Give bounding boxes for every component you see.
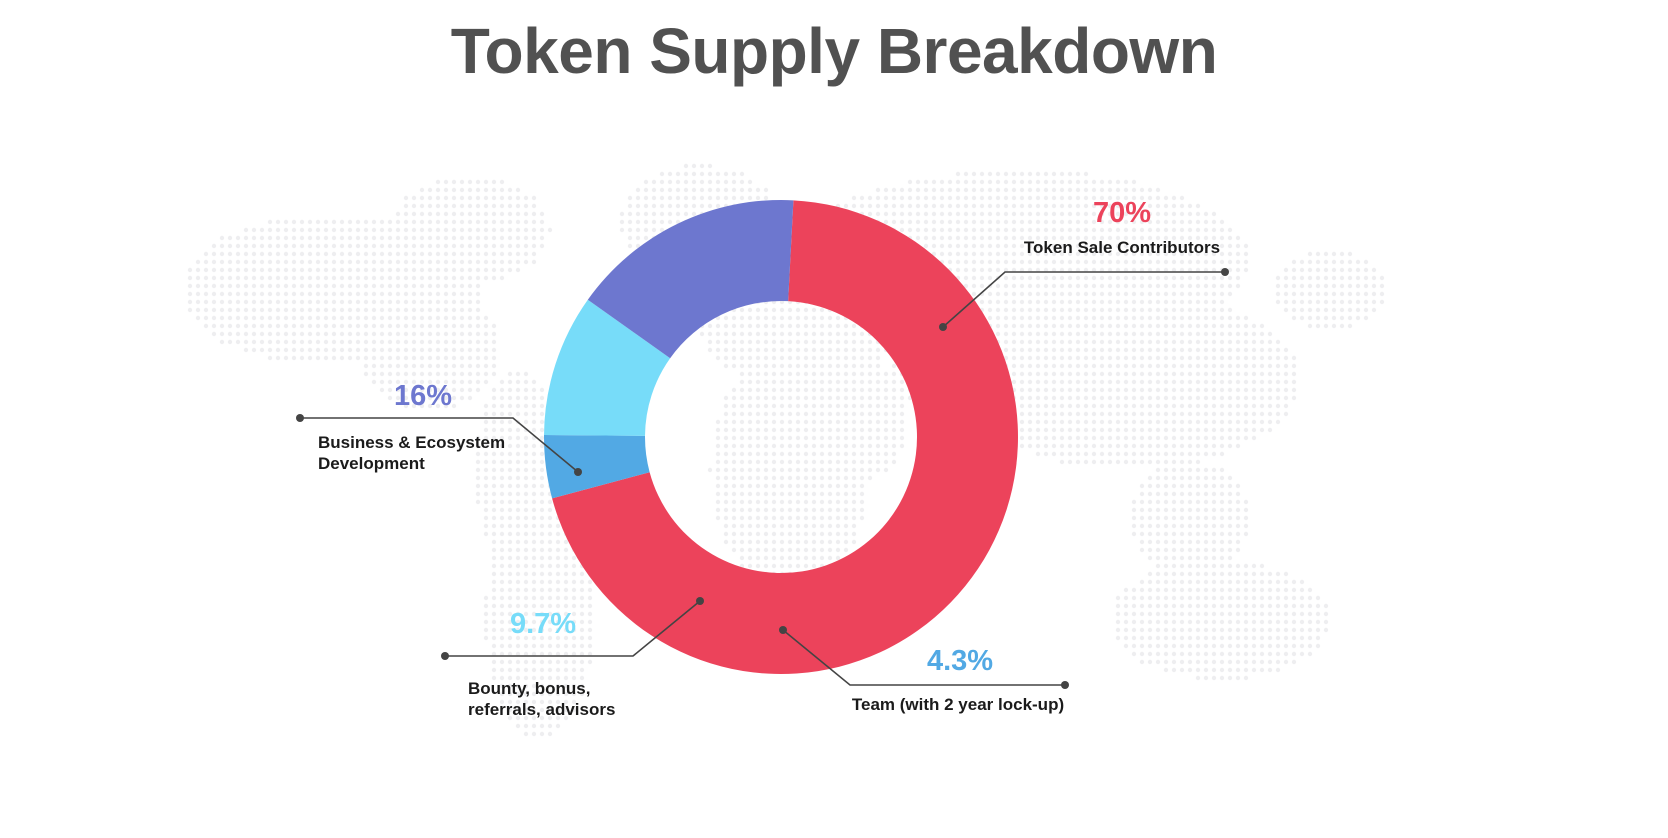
value-label-token-sale: 70% (1093, 197, 1151, 229)
leader-lines (296, 268, 1229, 689)
leader-line-token-sale (939, 268, 1229, 331)
category-label-token-sale: Token Sale Contributors (1024, 238, 1220, 257)
slice-bounty (544, 299, 671, 436)
category-label-team: Team (with 2 year lock-up) (852, 695, 1064, 714)
value-label-bounty: 9.7% (510, 608, 576, 640)
donut-slices (543, 199, 1018, 674)
leader-line-team (779, 626, 1069, 689)
leader-line-business (296, 414, 582, 476)
category-label-business-line-1: Business & Ecosystem (318, 433, 505, 452)
category-label-bounty-line-2: referrals, advisors (468, 700, 615, 719)
value-label-business: 16% (394, 380, 452, 412)
slice-team (543, 435, 650, 499)
slice-token-sale (552, 200, 1018, 674)
category-label-bounty-line-1: Bounty, bonus, (468, 679, 590, 698)
chart-title: Token Supply Breakdown (450, 15, 1218, 87)
leader-line-bounty (441, 597, 704, 660)
slice-labels: 70% Token Sale Contributors 4.3% Team (with… (318, 197, 1220, 719)
value-label-team: 4.3% (927, 645, 993, 677)
category-label-business-line-2: Development (318, 454, 425, 473)
slice-business (587, 199, 794, 359)
